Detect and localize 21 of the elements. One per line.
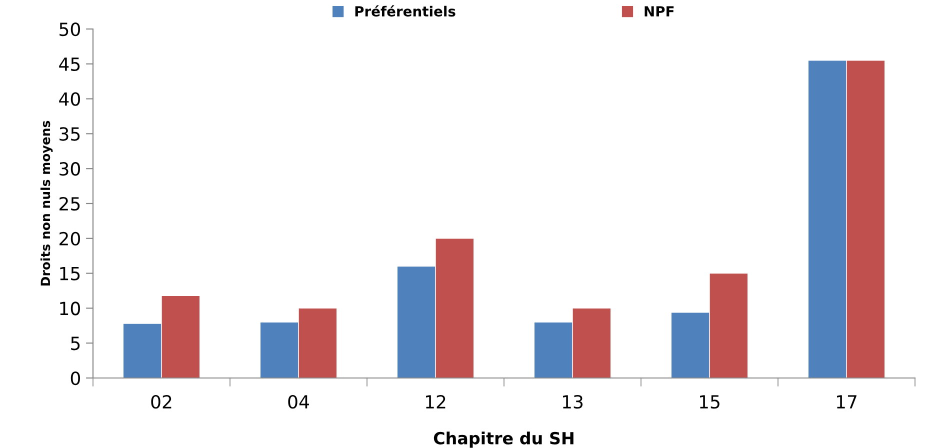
y-tick-label: 45 bbox=[59, 58, 80, 72]
y-tick-label: 35 bbox=[60, 127, 80, 141]
y-tick-label: 25 bbox=[60, 196, 80, 211]
y-tick-label: 40 bbox=[59, 92, 80, 106]
y-tick-label: 5 bbox=[71, 336, 80, 350]
y-tick-label: 30 bbox=[60, 162, 80, 176]
y-axis-title: Droits non nuls moyens bbox=[40, 120, 53, 286]
x-tick-label: 04 bbox=[288, 394, 309, 409]
x-tick-label: 02 bbox=[151, 394, 172, 409]
y-tick-label: 10 bbox=[60, 302, 80, 316]
x-tick-label: 15 bbox=[700, 395, 720, 409]
x-tick-label: 17 bbox=[836, 395, 856, 408]
x-tick-label: 12 bbox=[426, 394, 446, 408]
y-tick-label: 50 bbox=[60, 22, 80, 36]
legend-label: Préférentiels bbox=[355, 5, 456, 17]
x-tick-label: 13 bbox=[562, 394, 583, 409]
y-tick-label: 0 bbox=[70, 371, 80, 386]
y-tick-label: 20 bbox=[60, 232, 80, 246]
y-tick-label: 15 bbox=[60, 266, 80, 280]
legend-label: NPF bbox=[644, 6, 674, 16]
x-axis-title: Chapitre du SH bbox=[434, 432, 574, 448]
